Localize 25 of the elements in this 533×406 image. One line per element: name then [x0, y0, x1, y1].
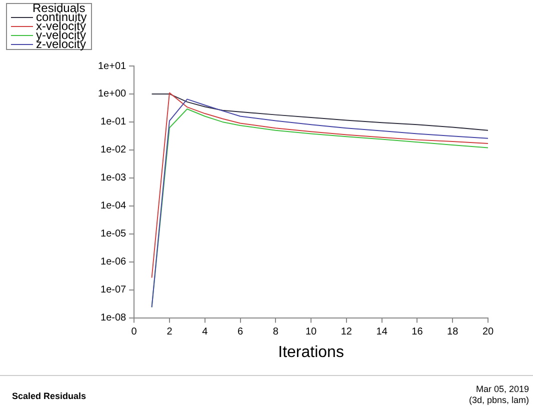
x-tick-label: 18 [447, 326, 459, 338]
y-tick-label: 1e-03 [100, 172, 127, 184]
x-tick-label: 4 [202, 326, 208, 338]
y-tick-label: 1e+01 [98, 60, 127, 72]
x-tick-label: 6 [237, 326, 244, 338]
x-tick-label: 2 [166, 326, 173, 338]
x-tick-label: 10 [305, 326, 318, 338]
text: Scaled Residuals [12, 391, 86, 401]
x-tick-label: 0 [131, 326, 138, 338]
y-tick-label: 1e-06 [100, 256, 127, 268]
y-tick-label: 1e-02 [100, 144, 127, 156]
x-tick-label: 8 [272, 326, 279, 338]
x-tick-label: 12 [340, 326, 352, 338]
y-tick-label: 1e-04 [100, 200, 127, 212]
y-tick-label: 1e+00 [98, 88, 127, 100]
x-tick-label: 14 [376, 326, 388, 338]
x-axis-title: Iterations [278, 344, 344, 361]
text: (3d, pbns, lam) [468, 395, 529, 405]
y-tick-label: 1e-08 [100, 312, 127, 324]
text: Mar 05, 2019 [476, 384, 529, 394]
x-tick-label: 16 [412, 326, 424, 338]
y-tick-label: 1e-01 [100, 116, 127, 128]
x-tick-label: 20 [482, 326, 494, 338]
y-tick-label: 1e-05 [100, 228, 127, 240]
y-tick-label: 1e-07 [100, 284, 127, 296]
